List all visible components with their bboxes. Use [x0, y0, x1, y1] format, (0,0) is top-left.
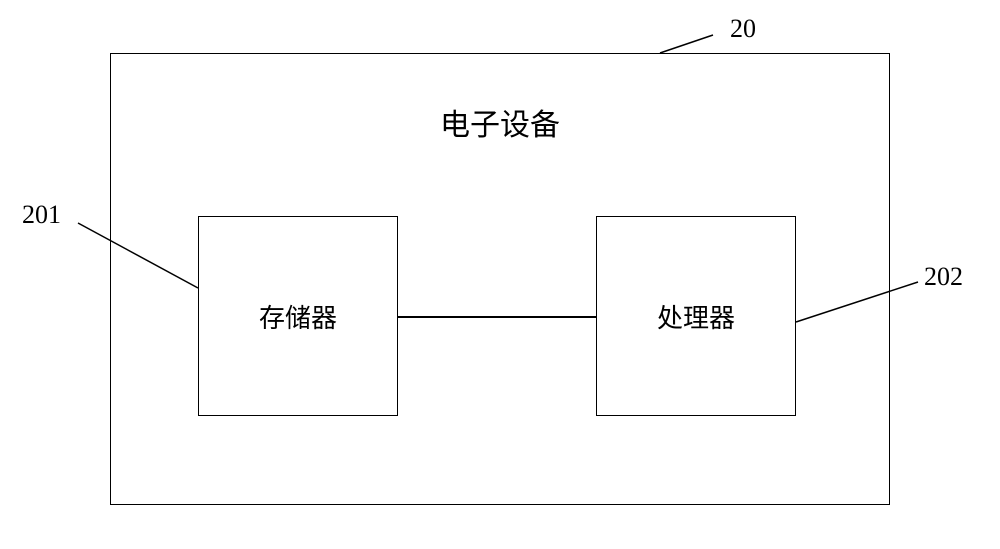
leader-lines: [0, 0, 1000, 549]
